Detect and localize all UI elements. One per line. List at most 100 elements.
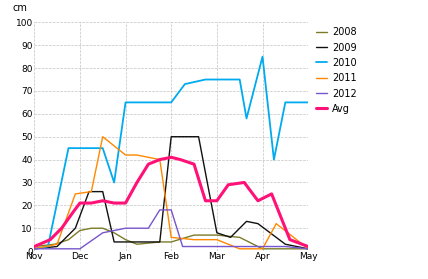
2011 (112, 144, 117, 148)
2012 (112, 229, 117, 232)
2012 (180, 245, 185, 248)
Avg (48, 238, 53, 241)
Avg (112, 201, 117, 205)
Line: 2010: 2010 (34, 57, 308, 249)
2010 (214, 78, 220, 81)
2009 (306, 247, 311, 251)
Avg (269, 192, 274, 196)
2011 (134, 153, 140, 157)
2009 (283, 242, 288, 246)
Line: 2011: 2011 (34, 137, 308, 249)
Avg (178, 158, 183, 161)
2010 (237, 78, 242, 81)
2012 (157, 208, 162, 211)
2011 (191, 238, 196, 241)
2009 (54, 245, 59, 248)
2008 (112, 231, 117, 234)
Avg (242, 181, 247, 184)
2008 (306, 247, 311, 251)
2008 (123, 238, 128, 241)
2008 (52, 242, 57, 246)
2008 (100, 227, 105, 230)
2012 (214, 245, 220, 248)
2011 (157, 158, 162, 161)
2008 (237, 236, 242, 239)
2011 (100, 135, 105, 138)
2010 (100, 146, 105, 150)
Legend: 2008, 2009, 2010, 2011, 2012, Avg: 2008, 2009, 2010, 2011, 2012, Avg (316, 27, 357, 114)
2012 (123, 227, 128, 230)
2011 (260, 247, 265, 251)
Avg (77, 201, 83, 205)
Avg (169, 156, 174, 159)
Avg (306, 245, 311, 248)
2010 (271, 158, 276, 161)
2011 (146, 156, 151, 159)
2011 (54, 242, 59, 246)
2008 (169, 240, 174, 244)
2009 (169, 135, 174, 138)
2011 (237, 247, 242, 251)
Avg (32, 245, 37, 248)
2012 (283, 245, 288, 248)
2010 (45, 245, 51, 248)
2008 (77, 229, 83, 232)
2011 (89, 190, 94, 193)
2010 (244, 117, 249, 120)
Avg (203, 199, 208, 203)
2010 (182, 82, 187, 86)
2011 (123, 153, 128, 157)
2011 (169, 236, 174, 239)
2009 (256, 222, 261, 225)
2009 (132, 240, 137, 244)
Text: cm: cm (12, 3, 27, 13)
Avg (214, 199, 220, 203)
2009 (228, 236, 233, 239)
2009 (196, 135, 201, 138)
Avg (287, 238, 292, 241)
Avg (100, 199, 105, 203)
2008 (283, 247, 288, 251)
2012 (64, 247, 69, 251)
2010 (112, 181, 117, 184)
2008 (32, 245, 37, 248)
2010 (306, 101, 311, 104)
2012 (77, 247, 83, 251)
2009 (214, 231, 220, 234)
2012 (146, 227, 151, 230)
2010 (260, 55, 265, 58)
2012 (134, 227, 140, 230)
2009 (157, 240, 162, 244)
2011 (32, 247, 37, 251)
Line: Avg: Avg (34, 157, 308, 247)
Line: 2012: 2012 (34, 210, 308, 249)
2010 (82, 146, 87, 150)
2009 (123, 240, 128, 244)
Avg (146, 162, 151, 166)
2012 (169, 208, 174, 211)
2010 (203, 78, 208, 81)
2011 (306, 247, 311, 251)
2009 (244, 220, 249, 223)
Avg (157, 158, 162, 161)
2011 (273, 222, 279, 225)
2010 (66, 146, 71, 150)
Line: 2008: 2008 (34, 228, 308, 249)
2011 (73, 192, 78, 196)
2009 (32, 247, 37, 251)
2008 (214, 234, 220, 237)
2008 (66, 238, 71, 241)
2009 (86, 190, 92, 193)
2009 (73, 227, 78, 230)
2010 (169, 101, 174, 104)
Avg (134, 181, 140, 184)
Avg (123, 201, 128, 205)
2008 (134, 242, 140, 246)
Avg (256, 199, 261, 203)
Avg (191, 162, 196, 166)
2012 (32, 247, 37, 251)
2010 (32, 247, 37, 251)
2010 (283, 101, 288, 104)
2012 (260, 245, 265, 248)
2009 (100, 190, 105, 193)
